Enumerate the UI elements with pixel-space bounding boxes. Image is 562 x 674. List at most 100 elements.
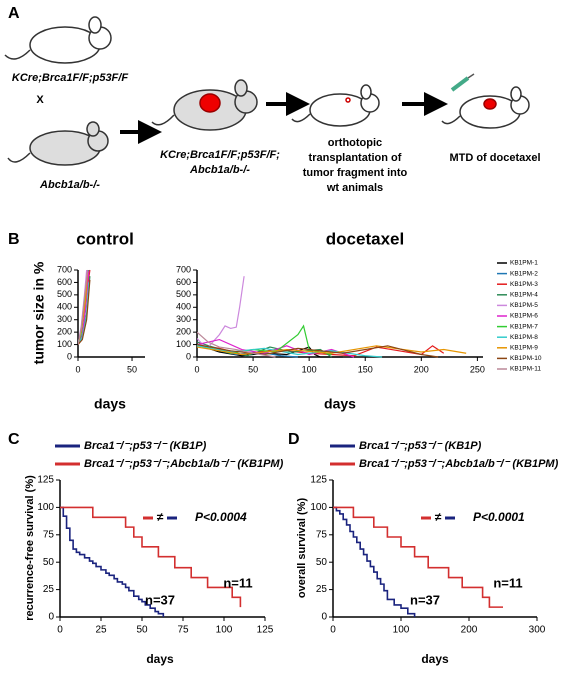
series-line <box>197 343 445 357</box>
legend-label: Brca1⁻/⁻;p53⁻/⁻;Abcb1a/b⁻/⁻ (KB1PM) <box>359 458 559 470</box>
series-line <box>197 344 343 358</box>
series-line <box>78 269 89 345</box>
legend-label: KB1PM-2 <box>510 270 538 277</box>
genotype-label: KCre;Brca1F/F;p53F/F; <box>160 149 280 161</box>
panel-label: B <box>8 231 20 248</box>
step-label: transplantation of <box>309 152 402 164</box>
x-tick-label: 100 <box>216 625 233 636</box>
annotation: n=11 <box>493 575 522 590</box>
y-tick-label: 300 <box>176 314 191 324</box>
series-line <box>197 345 383 358</box>
y-axis-label: recurrence-free survival (%) <box>24 475 36 621</box>
x-tick-label: 50 <box>248 364 258 374</box>
legend-label: KB1PM-9 <box>510 345 538 352</box>
y-tick-label: 700 <box>57 264 72 274</box>
series-line <box>197 343 439 358</box>
panel-label: D <box>288 431 300 448</box>
y-axis-label: tumor size in % <box>31 261 47 364</box>
annotation: n=37 <box>145 592 175 607</box>
x-axis-label: days <box>146 652 174 666</box>
cross-symbol: X <box>36 94 44 106</box>
legend-label: KB1PM-6 <box>510 313 538 320</box>
y-tick-label: 0 <box>67 351 72 361</box>
x-tick-label: 250 <box>470 364 485 374</box>
y-axis-label: overall survival (%) <box>296 498 308 599</box>
y-tick-label: 125 <box>310 475 327 486</box>
x-tick-label: 75 <box>177 625 189 636</box>
annotation: n=11 <box>223 575 252 590</box>
genotype-label: KCre;Brca1F/F;p53F/F <box>12 72 128 84</box>
x-axis-label: days <box>324 396 356 412</box>
annotation: P<0.0004 <box>195 510 247 524</box>
y-tick-label: 700 <box>176 264 191 274</box>
chart-title: control <box>76 229 134 248</box>
y-tick-label: 50 <box>43 557 55 568</box>
series-line <box>197 338 355 358</box>
y-tick-label: 75 <box>43 529 55 540</box>
annotation: ≠ <box>435 510 442 524</box>
y-tick-label: 200 <box>176 327 191 337</box>
x-tick-label: 50 <box>127 364 137 374</box>
annotation: n=37 <box>410 592 440 607</box>
survival-curve <box>60 506 242 608</box>
y-tick-label: 400 <box>57 302 72 312</box>
annotation: ≠ <box>157 510 164 524</box>
mouse-icon <box>4 16 112 64</box>
x-tick-label: 200 <box>461 625 478 636</box>
mouse-icon <box>291 84 380 127</box>
legend-label: KB1PM-3 <box>510 281 538 288</box>
y-tick-label: 300 <box>57 314 72 324</box>
x-tick-label: 0 <box>75 364 80 374</box>
x-tick-label: 150 <box>358 364 373 374</box>
y-tick-label: 50 <box>316 557 328 568</box>
legend-label: Brca1⁻/⁻;p53⁻/⁻;Abcb1a/b⁻/⁻ (KB1PM) <box>84 458 284 470</box>
survival-curve <box>333 506 416 617</box>
y-tick-label: 600 <box>57 277 72 287</box>
x-axis-label: days <box>421 652 449 666</box>
step-label: tumor fragment into <box>303 167 408 179</box>
y-tick-label: 25 <box>316 584 328 595</box>
series-line <box>197 324 332 356</box>
step-label: wt animals <box>326 182 383 194</box>
y-tick-label: 400 <box>176 302 191 312</box>
y-tick-label: 500 <box>176 289 191 299</box>
panel-label: A <box>8 5 20 22</box>
y-tick-label: 0 <box>321 612 327 623</box>
x-tick-label: 300 <box>529 625 546 636</box>
legend-label: Brca1⁻/⁻;p53⁻/⁻ (KB1P) <box>359 440 482 452</box>
y-tick-label: 75 <box>316 529 328 540</box>
legend-label: KB1PM-4 <box>510 292 538 299</box>
legend-label: KB1PM-1 <box>510 260 538 267</box>
legend-label: KB1PM-5 <box>510 302 538 309</box>
x-tick-label: 125 <box>257 625 274 636</box>
y-tick-label: 0 <box>186 351 191 361</box>
y-tick-label: 500 <box>57 289 72 299</box>
chart-title: docetaxel <box>326 229 404 248</box>
y-tick-label: 25 <box>43 584 55 595</box>
legend-label: KB1PM-8 <box>510 334 538 341</box>
x-tick-label: 50 <box>136 625 148 636</box>
step-label: orthotopic <box>328 137 382 149</box>
x-tick-label: 0 <box>330 625 336 636</box>
y-tick-label: 0 <box>48 612 54 623</box>
y-tick-label: 125 <box>37 475 54 486</box>
legend-label: Brca1⁻/⁻;p53⁻/⁻ (KB1P) <box>84 440 207 452</box>
x-tick-label: 100 <box>302 364 317 374</box>
legend-label: KB1PM-10 <box>510 355 542 362</box>
series-line <box>78 279 91 345</box>
x-tick-label: 25 <box>95 625 107 636</box>
x-tick-label: 100 <box>393 625 410 636</box>
legend-label: KB1PM-7 <box>510 323 538 330</box>
mouse-icon <box>7 121 109 166</box>
y-tick-label: 100 <box>310 502 327 513</box>
step-label: MTD of docetaxel <box>449 152 540 164</box>
y-tick-label: 100 <box>37 502 54 513</box>
series-line <box>197 276 245 348</box>
y-tick-label: 600 <box>176 277 191 287</box>
x-tick-label: 0 <box>194 364 199 374</box>
y-tick-label: 100 <box>57 339 72 349</box>
y-tick-label: 100 <box>176 339 191 349</box>
genotype-label: Abcb1a/b-/- <box>39 179 100 191</box>
mouse-icon <box>441 73 530 129</box>
